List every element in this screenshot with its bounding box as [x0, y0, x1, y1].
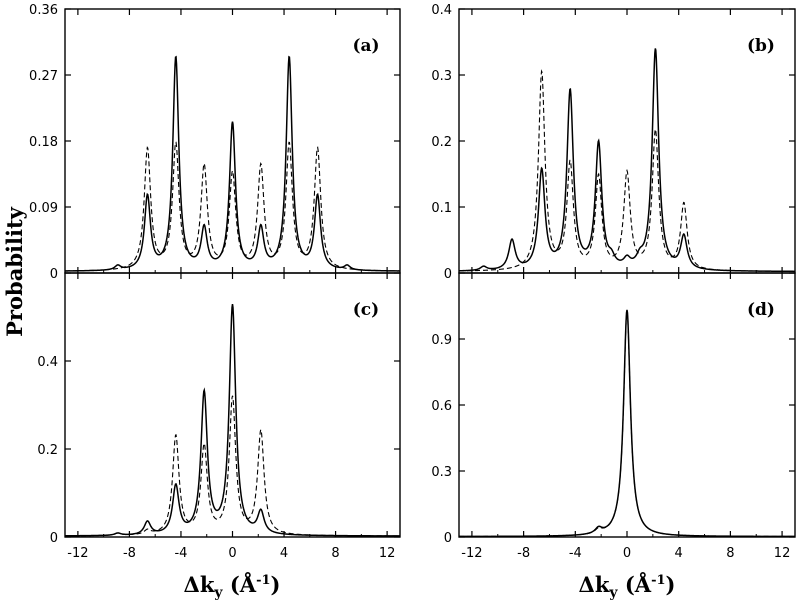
panel-d: -12 -8 -4 0 4 8 12 0 0.3 0.6 0.9 (d) [431, 272, 796, 561]
panel-b-label: (b) [747, 36, 775, 56]
panel-d-xtick-label: 0 [623, 546, 631, 561]
panel-c-dashed-line [65, 395, 400, 537]
panel-c-label: (c) [353, 300, 379, 320]
panel-c-solid-line [65, 303, 400, 537]
panel-d-xtick-label: -4 [569, 546, 582, 561]
panel-c-xtick-label: 12 [379, 546, 396, 561]
panel-b-ytick-label: 0.2 [431, 135, 452, 150]
panel-d-ytick-label: 0.6 [431, 399, 452, 414]
panel-a-frame [64, 8, 401, 274]
panel-a-solid-line [65, 55, 400, 272]
x-axis-title-left: Δky (Å-1) [184, 572, 281, 601]
panel-c-ytick-label: 0.4 [37, 355, 58, 370]
panel-a-ytick-label: 0.18 [29, 135, 58, 150]
panel-d-ytick-label: 0.3 [431, 465, 452, 480]
panel-d-xtick-label: -8 [517, 546, 530, 561]
panel-b-solid-line [459, 48, 795, 273]
panel-a-dashed-line [65, 141, 400, 272]
panel-c-xtick-label: -12 [67, 546, 88, 561]
panel-b-ytick-label: 0 [444, 267, 452, 282]
panel-a-ytick-label: 0.09 [29, 201, 58, 216]
panel-d-ytick-label: 0.9 [431, 333, 452, 348]
panel-d-xtick-label: 8 [726, 546, 734, 561]
panel-d-xtick-label: 12 [774, 546, 791, 561]
panel-d-xtick-label: 4 [675, 546, 683, 561]
panels: 00.090.180.270.36(a)00.10.20.30.4(b)-12-… [29, 3, 796, 561]
panel-c-xtick-label: -8 [123, 546, 136, 561]
panel-d-dashed-line [459, 311, 795, 537]
panel-a-label: (a) [352, 36, 379, 56]
panel-c-ytick-label: 0.2 [37, 443, 58, 458]
panel-b-ytick-label: 0.3 [431, 69, 452, 84]
panel-c-xtick-label: 4 [280, 546, 288, 561]
y-axis-title: Probability [2, 206, 27, 336]
panel-b-frame [458, 8, 796, 274]
panel-c-xtick-label: 0 [228, 546, 236, 561]
panel-b-ytick-label: 0.1 [431, 201, 452, 216]
x-axis-title-right: Δky (Å-1) [579, 572, 676, 601]
panel-b: 0 0.1 0.2 0.3 0.4 (b) [431, 3, 796, 282]
panel-d-xtick-label: -12 [461, 546, 482, 561]
panel-a: 0 0.09 0.18 0.27 0.36 (a) [29, 3, 401, 282]
panel-a-ytick-label: 0.27 [29, 69, 58, 84]
panel-a-ytick-label: 0.36 [29, 3, 58, 18]
panel-a-ytick-label: 0 [50, 267, 58, 282]
panel-c-ytick-label: 0 [50, 531, 58, 546]
panel-c: -12 -8 -4 0 4 8 12 0 0.2 0.4 (c) [37, 272, 401, 561]
panel-d-solid-line [459, 309, 795, 537]
panel-d-label: (d) [747, 300, 775, 320]
panel-b-ytick-label: 0.4 [431, 3, 452, 18]
panel-c-xtick-label: -4 [174, 546, 187, 561]
panel-d-ytick-label: 0 [444, 531, 452, 546]
panel-b-dashed-line [459, 69, 795, 272]
panel-c-xtick-label: 8 [331, 546, 339, 561]
